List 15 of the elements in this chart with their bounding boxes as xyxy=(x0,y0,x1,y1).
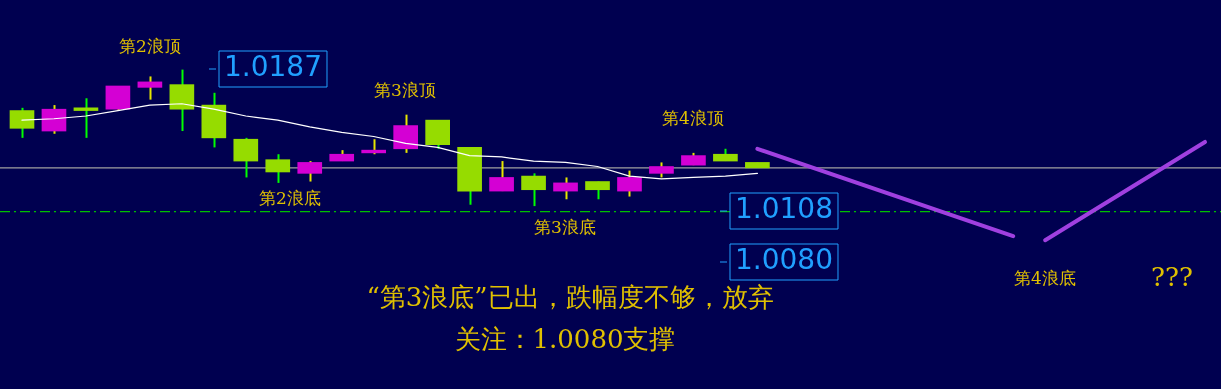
candlestick xyxy=(137,75,163,101)
candlestick xyxy=(553,176,578,201)
text: 第3浪底 xyxy=(534,217,596,238)
annotation: 第2浪底 xyxy=(259,188,321,209)
annotation: 第4浪顶 xyxy=(662,108,724,129)
annotation: 第3浪顶 xyxy=(374,80,436,101)
annotation: 1.0187 xyxy=(224,50,322,84)
text: 第2浪顶 xyxy=(119,36,181,57)
candlestick xyxy=(73,97,99,139)
annotation: 1.0108 xyxy=(735,192,833,226)
text: 第4浪底 xyxy=(1014,268,1076,289)
text: 关注：1.0080支撑 xyxy=(454,323,676,354)
text: ??? xyxy=(1151,261,1193,292)
text: 1.0080 xyxy=(735,243,833,277)
text: “第3浪底”已出，跌幅度不够，放弃 xyxy=(366,281,774,312)
